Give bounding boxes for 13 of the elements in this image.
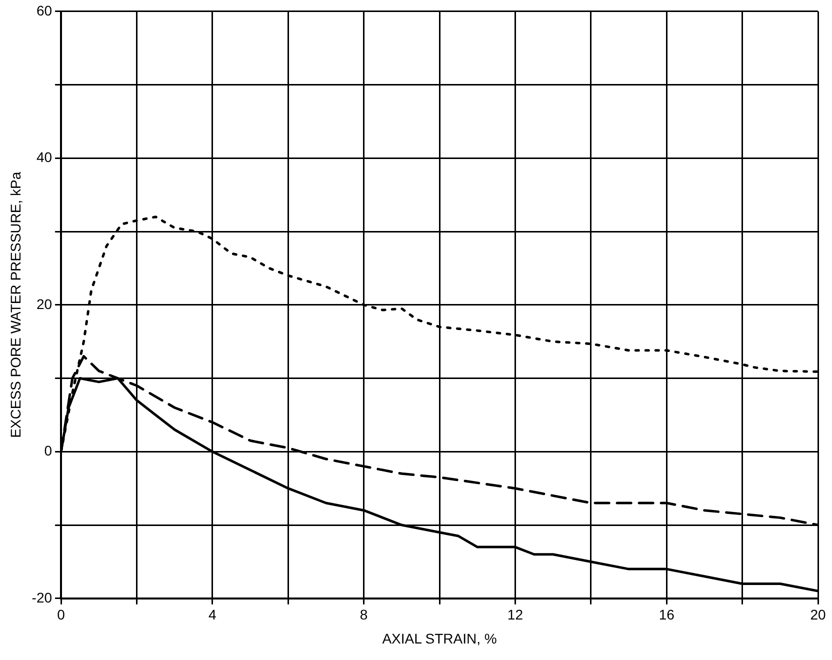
y-tick-label: 20 <box>36 296 52 312</box>
x-tick-label: 20 <box>810 606 826 623</box>
x-tick-label: 12 <box>507 606 524 623</box>
y-tick-label: 0 <box>44 442 52 459</box>
x-tick-label: 16 <box>658 606 675 623</box>
x-tick-label: 4 <box>208 606 217 623</box>
y-tick-label: 60 <box>36 2 52 18</box>
y-tick-label: 40 <box>36 149 52 166</box>
x-tick-label: 8 <box>360 606 368 623</box>
y-axis-title: EXCESS PORE WATER PRESSURE, kPa <box>7 172 24 438</box>
x-axis-title: AXIAL STRAIN, % <box>382 630 497 646</box>
y-tick-label: -20 <box>32 589 52 606</box>
x-tick-label: 0 <box>57 606 66 623</box>
